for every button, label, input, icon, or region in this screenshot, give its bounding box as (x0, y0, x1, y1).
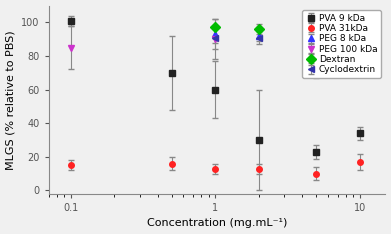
Y-axis label: MLGS (% relative to PBS): MLGS (% relative to PBS) (5, 30, 16, 169)
Legend: PVA 9 kDa, PVA 31kDa, PEG 8 kDa, PEG 100 kDa, Dextran, Cyclodextrin: PVA 9 kDa, PVA 31kDa, PEG 8 kDa, PEG 100… (303, 10, 381, 78)
X-axis label: Concentration (mg.mL⁻¹): Concentration (mg.mL⁻¹) (147, 219, 287, 228)
